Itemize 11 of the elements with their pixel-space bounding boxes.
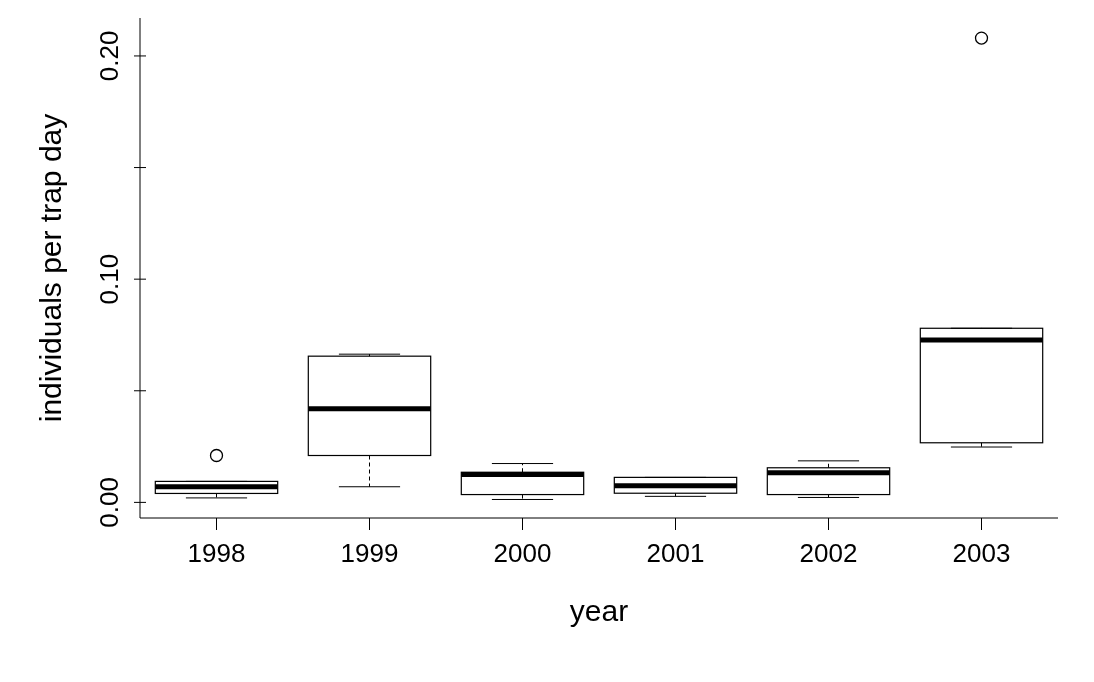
y-tick-label: 0.00 xyxy=(94,477,124,528)
x-tick-label: 2001 xyxy=(646,538,705,569)
x-tick-label: 1999 xyxy=(340,538,399,569)
x-axis-title: year xyxy=(569,594,629,628)
y-tick-label: 0.10 xyxy=(94,253,124,305)
x-tick-label: 2002 xyxy=(799,538,858,569)
x-tick-label: 1998 xyxy=(187,538,246,569)
x-tick-label: 2003 xyxy=(952,538,1011,569)
y-tick-label: 0.20 xyxy=(94,30,124,82)
y-axis-title: individuals per trap day xyxy=(33,113,67,423)
x-tick-label: 2000 xyxy=(493,538,552,569)
